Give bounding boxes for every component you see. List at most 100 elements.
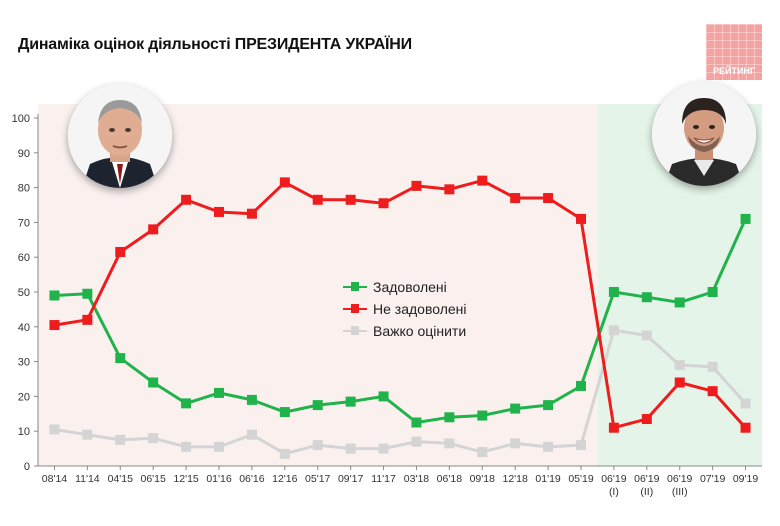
data-point-1 [345,194,356,205]
x-tick-label: (III) [672,486,688,498]
x-tick-label: 07'19 [700,473,726,485]
data-point-0 [411,417,422,428]
x-tick-label: 01'19 [535,473,561,485]
data-point-0 [740,213,751,224]
data-point-1 [214,206,224,217]
legend-label-satisfied: Задоволені [373,279,447,295]
data-point-0 [279,407,290,418]
legend-item-satisfied: Задоволені [343,276,467,298]
x-tick-label: 09'17 [338,473,364,485]
data-point-0 [477,410,488,421]
x-tick-label: 06'16 [239,473,265,485]
data-point-0 [214,387,224,398]
data-point-1 [378,198,389,209]
data-point-2 [576,440,586,451]
x-tick-label: 05'17 [305,473,331,485]
data-point-2 [543,441,554,452]
data-point-0 [674,297,685,308]
series-line-1 [54,179,747,430]
data-point-1 [543,193,554,204]
x-tick-label: 12'15 [173,473,199,485]
data-point-0 [707,287,718,297]
legend-label-not-satisfied: Не задоволені [373,301,467,317]
x-tick-label: 06'19 [634,473,660,485]
president-portrait-left [68,84,172,188]
x-tick-label: 11'14 [75,473,100,485]
data-point-0 [181,398,192,409]
data-point-1 [576,213,586,224]
legend-label-hard-to-say: Важко оцінити [373,323,467,339]
x-tick-label: 01'16 [206,473,232,485]
data-point-1 [148,224,159,235]
data-point-2 [674,360,685,371]
data-point-1 [444,184,455,195]
data-point-0 [378,391,389,402]
x-tick-label: (I) [609,486,619,498]
legend-swatch-grey [343,326,367,335]
data-point-0 [82,288,93,299]
y-tick-label: 10 [18,426,30,438]
data-point-2 [411,436,422,447]
data-point-0 [312,400,323,411]
data-point-2 [707,361,718,372]
x-tick-label: 06'18 [437,473,463,485]
data-point-2 [181,441,192,452]
data-point-1 [641,414,652,425]
x-tick-label: 11'17 [371,473,396,485]
chart-legend: Задоволені Не задоволені Важко оцінити [343,276,467,342]
data-point-1 [608,422,619,433]
x-tick-label: 06'19 [667,473,693,485]
data-point-2 [345,443,356,454]
legend-item-not-satisfied: Не задоволені [343,298,467,320]
x-tick-label: 04'15 [108,473,134,485]
data-point-1 [49,320,60,331]
data-point-1 [411,180,422,191]
data-point-0 [115,353,126,364]
x-tick-label: 09'18 [470,473,496,485]
data-point-0 [576,380,586,391]
legend-swatch-red [343,304,367,313]
data-point-2 [82,429,93,440]
y-tick-label: 40 [18,322,30,334]
data-point-0 [246,394,257,405]
series-line-2 [54,328,747,456]
data-point-2 [312,440,323,451]
y-tick-label: 80 [18,183,30,195]
data-point-2 [214,441,224,452]
y-tick-label: 0 [24,461,30,473]
data-point-1 [181,194,192,205]
data-point-1 [740,422,751,433]
data-point-2 [477,447,488,458]
x-tick-label: 03'18 [404,473,430,485]
x-tick-label: 05'19 [568,473,594,485]
data-point-2 [279,448,290,459]
legend-item-hard-to-say: Важко оцінити [343,320,467,342]
data-point-2 [641,330,652,341]
president-portrait-right [652,82,756,186]
y-tick-label: 70 [18,217,30,229]
data-point-1 [707,386,718,397]
x-tick-label: 12'16 [272,473,298,485]
x-tick-label: (II) [640,486,653,498]
data-point-0 [608,287,619,297]
data-point-0 [148,377,159,388]
data-point-2 [378,443,389,454]
x-tick-label: 06'19 [601,473,627,485]
data-point-2 [740,398,751,409]
data-point-2 [49,424,60,435]
legend-swatch-green [343,282,367,291]
data-point-0 [510,403,521,414]
data-point-2 [148,433,159,444]
data-point-1 [82,314,93,325]
x-tick-label: 08'14 [42,473,68,485]
data-point-1 [477,175,488,186]
x-tick-label: 09'19 [733,473,759,485]
series-line-0 [54,218,747,424]
data-point-1 [510,193,521,204]
data-point-0 [641,292,652,303]
y-tick-label: 100 [12,113,30,125]
x-tick-label: 12'18 [502,473,528,485]
data-point-1 [312,194,323,205]
data-point-2 [115,434,126,445]
